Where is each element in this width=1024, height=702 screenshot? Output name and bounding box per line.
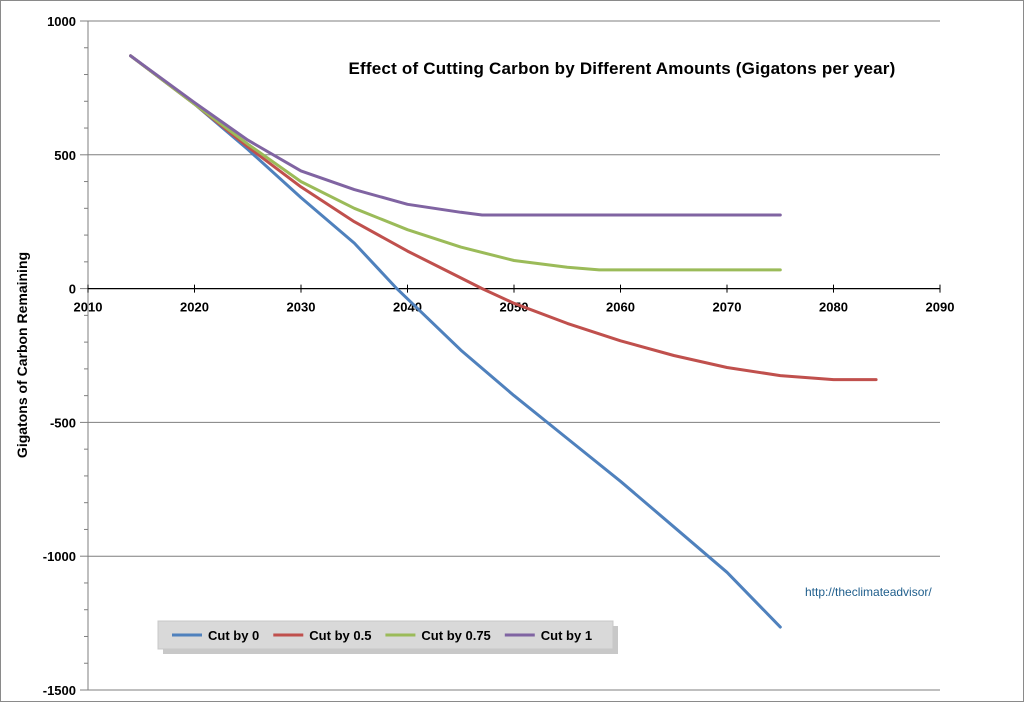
series-lines (129, 54, 878, 629)
x-tick-label: 2040 (393, 300, 422, 315)
tick-labels: 1000 500 0 -500 -1000 -1500 2010 2020 2030 2040 20… (43, 14, 955, 698)
chart-title: Effect of Cutting Carbon by Different Am… (349, 59, 896, 78)
y-tick-label: -1500 (43, 683, 76, 698)
legend: Cut by 0 Cut by 0.5 Cut by 0.75 Cut by 1 (157, 620, 618, 654)
series-line (129, 54, 782, 272)
x-tick-label: 2020 (180, 300, 209, 315)
y-tick-label: -500 (50, 415, 76, 430)
x-tick-label: 2090 (926, 300, 955, 315)
y-tick-label: 500 (54, 148, 76, 163)
grid-lines (88, 20, 940, 691)
series-line (129, 54, 878, 382)
series-line (129, 54, 782, 217)
y-axis-label: Gigatons of Carbon Remaining (14, 252, 30, 458)
x-tick-label: 2070 (713, 300, 742, 315)
axes (80, 20, 941, 691)
y-tick-label: 0 (69, 282, 76, 297)
x-tick-label: 2060 (606, 300, 635, 315)
x-tick-label: 2080 (819, 300, 848, 315)
y-tick-label: 1000 (47, 14, 76, 29)
legend-entry: Cut by 0.5 (309, 628, 371, 643)
series-line (129, 54, 782, 629)
y-tick-label: -1000 (43, 549, 76, 564)
credit-link[interactable]: http://theclimateadvisor/ (805, 585, 932, 599)
legend-entry: Cut by 0 (208, 628, 259, 643)
x-tick-label: 2030 (287, 300, 316, 315)
legend-entry: Cut by 0.75 (421, 628, 490, 643)
x-tick-label: 2050 (500, 300, 529, 315)
legend-entry: Cut by 1 (541, 628, 592, 643)
x-tick-label: 2010 (74, 300, 103, 315)
